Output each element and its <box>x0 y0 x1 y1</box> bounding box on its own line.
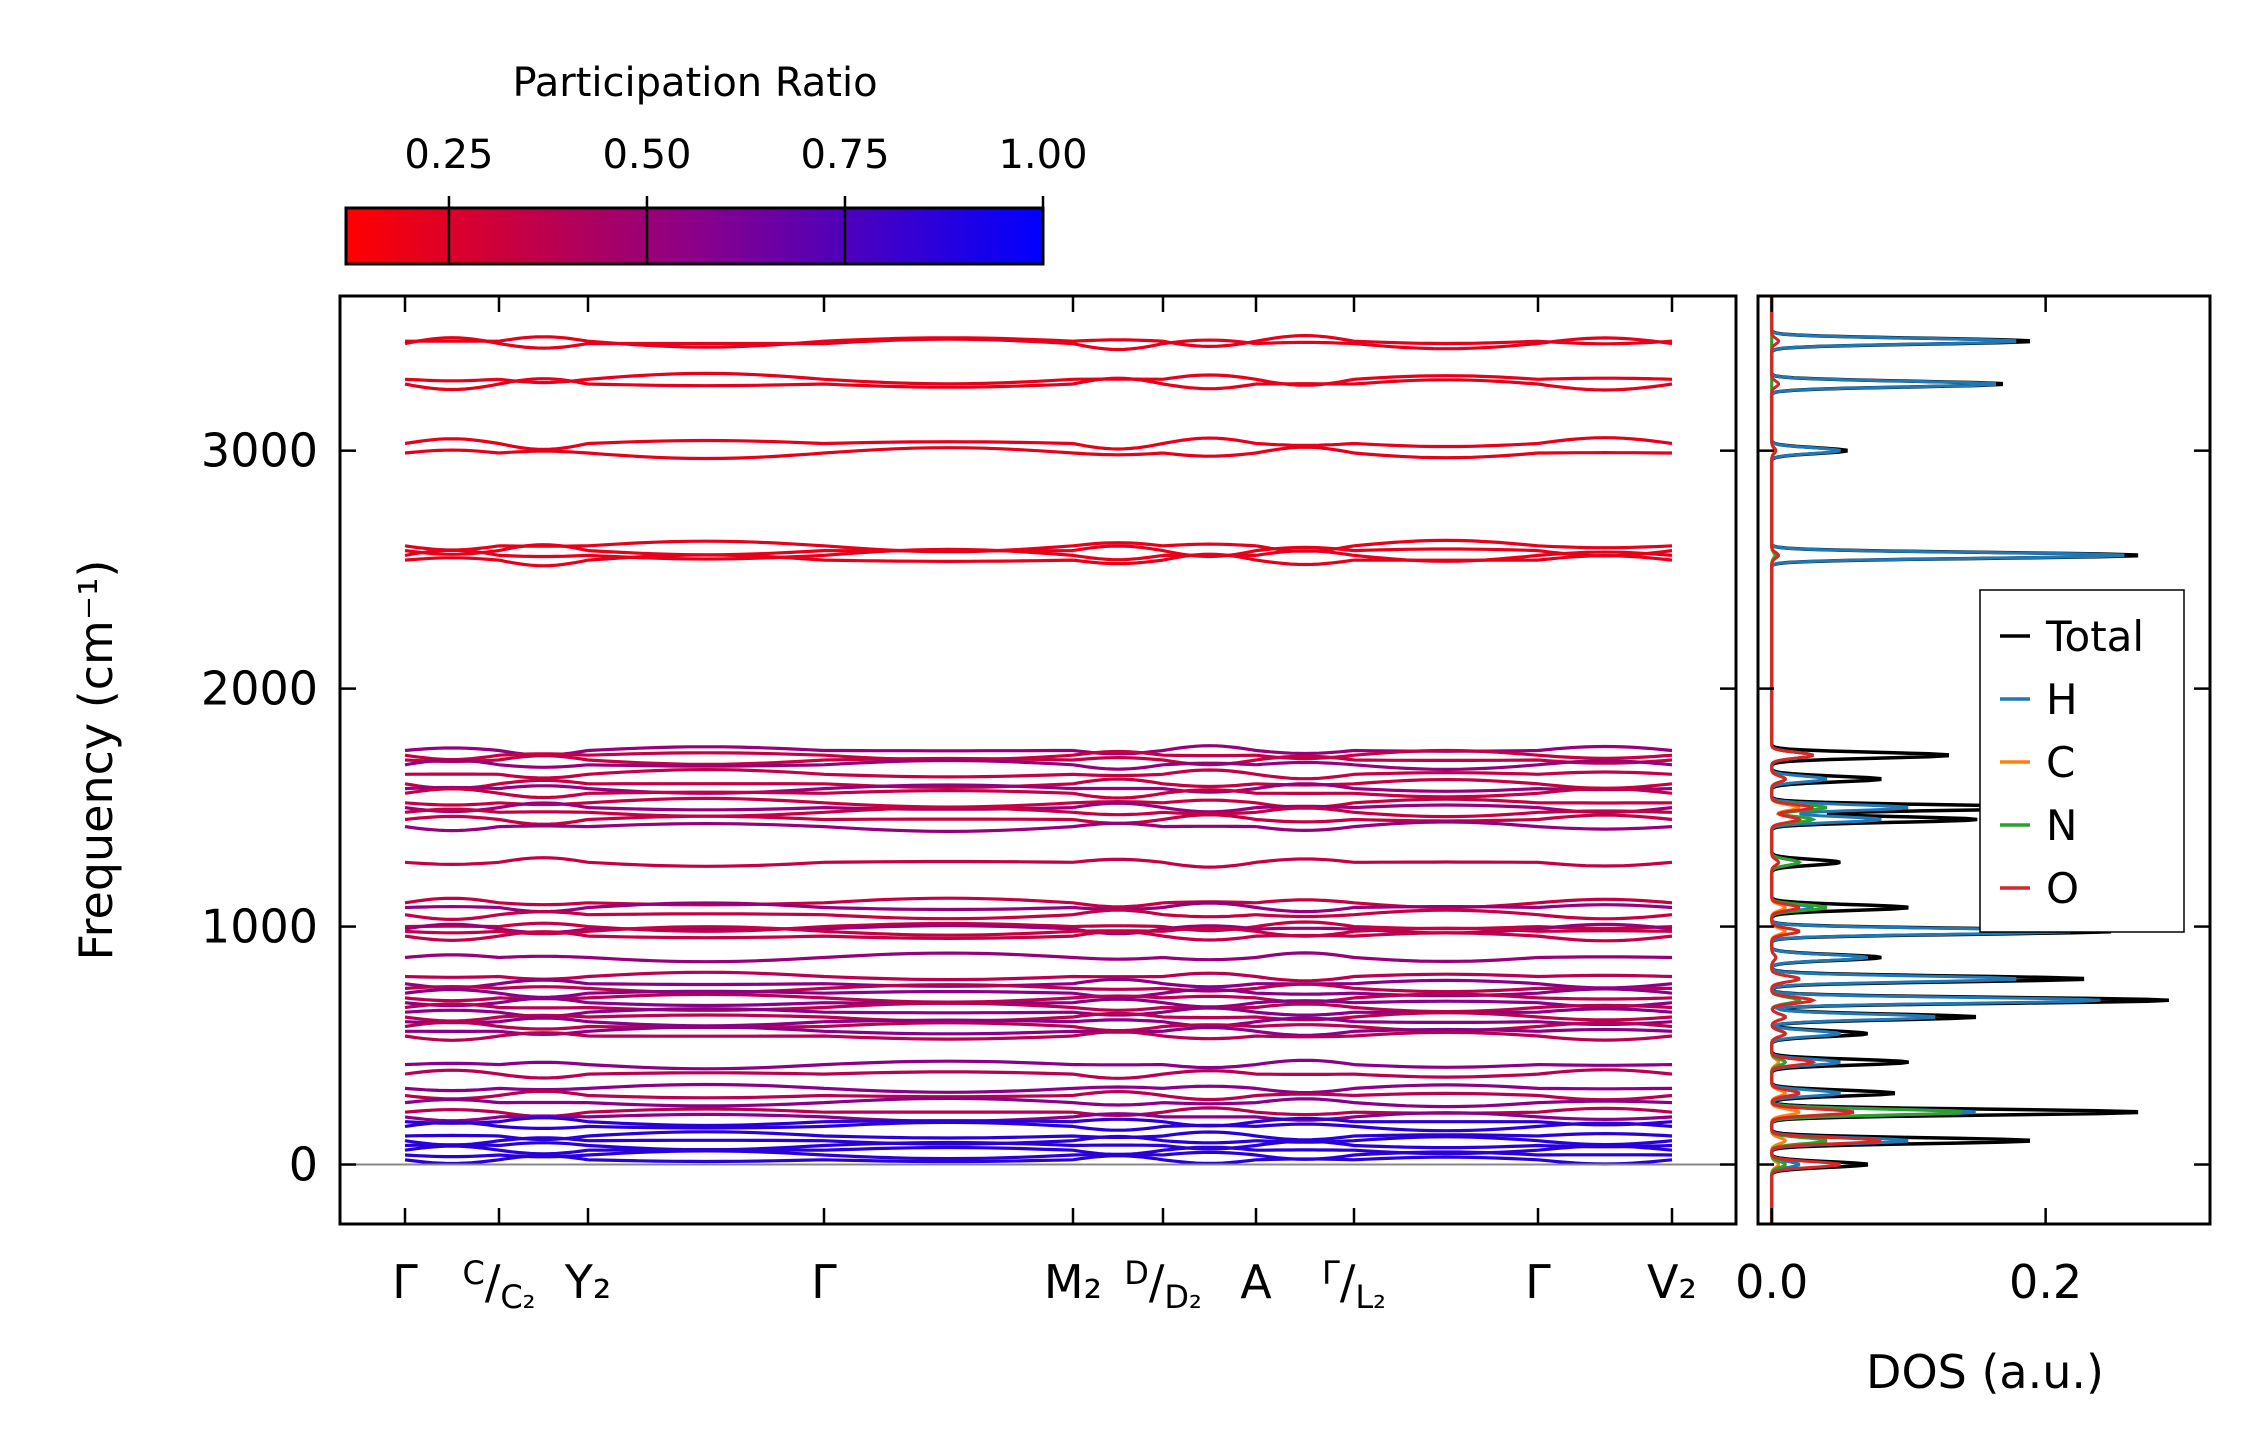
phonon-band <box>404 1030 1673 1042</box>
dos-y-axis <box>1758 449 2210 1166</box>
k-point-label: A <box>1240 1255 1272 1309</box>
y-tick-label: 1000 <box>201 900 318 954</box>
colorbar-tick-label: 1.00 <box>998 132 1087 178</box>
k-point-label: Γ <box>1525 1255 1551 1309</box>
band-x-axis: Γ C/C₂ Y₂ Γ M₂ D/D₂ A Γ/L₂ Γ V₂ <box>392 296 1697 1316</box>
phonon-band <box>404 1068 1673 1080</box>
k-point-label: Γ/L₂ <box>1322 1254 1386 1316</box>
y-tick-label: 2000 <box>201 662 318 716</box>
phonon-band <box>404 758 1673 772</box>
phonon-band <box>404 552 1673 568</box>
colorbar-ticks: 0.25 0.50 0.75 1.00 <box>404 132 1088 264</box>
k-point-label: V₂ <box>1647 1255 1697 1309</box>
colorbar-tick-label: 0.75 <box>800 132 889 178</box>
k-point-label: Y₂ <box>564 1255 612 1309</box>
phonon-band <box>404 1058 1673 1071</box>
phonon-band <box>404 1082 1673 1095</box>
band-y-axis: 0 1000 2000 3000 <box>201 424 1736 1192</box>
phonon-band <box>404 908 1673 922</box>
phonon-band <box>404 929 1673 943</box>
phonon-band <box>404 436 1673 452</box>
phonon-band <box>404 1089 1673 1102</box>
colorbar-title: Participation Ratio <box>512 60 877 106</box>
y-tick-label: 3000 <box>201 424 318 478</box>
band-plot-frame <box>338 294 1738 1226</box>
colorbar: Participation Ratio 0.25 0.50 0.75 1.00 <box>344 60 1088 266</box>
phonon-band <box>404 1096 1673 1109</box>
legend-label-c: C <box>2046 738 2075 787</box>
dos-curve-o <box>1770 296 1882 1224</box>
y-tick-label: 0 <box>289 1138 318 1192</box>
legend-label-h: H <box>2046 675 2078 724</box>
legend-label-total: Total <box>2045 612 2144 661</box>
dos-x-axis-label: DOS (a.u.) <box>1866 1345 2104 1399</box>
phonon-band <box>404 786 1673 800</box>
dos-x-axis: 0.0 0.2 <box>1735 296 2082 1309</box>
legend-label-o: O <box>2046 864 2079 913</box>
dos-x-tick-label: 0.0 <box>1735 1255 1808 1309</box>
k-point-label: Γ <box>811 1255 837 1309</box>
k-point-label: D/D₂ <box>1124 1254 1202 1316</box>
phonon-band <box>404 856 1673 869</box>
phonon-band <box>404 1120 1673 1133</box>
dos-x-tick-label: 0.2 <box>2009 1255 2082 1309</box>
phonon-band <box>404 951 1673 964</box>
k-point-label: C/C₂ <box>462 1254 535 1316</box>
colorbar-tick-label: 0.50 <box>602 132 691 178</box>
colorbar-tick-label: 0.25 <box>404 132 493 178</box>
phonon-band <box>404 376 1673 392</box>
k-point-label: M₂ <box>1044 1255 1102 1309</box>
phonon-band <box>404 820 1673 834</box>
band-lines <box>404 333 1673 1166</box>
k-point-label: Γ <box>392 1255 418 1309</box>
legend-label-n: N <box>2046 801 2077 850</box>
band-y-axis-label: Frequency (cm⁻¹) <box>69 560 123 961</box>
band-structure-panel: 0 1000 2000 3000 Γ C/C₂ Y₂ Γ M₂ D/D₂ A Γ/L₂ Γ V₂ Fre… <box>69 294 1738 1316</box>
dos-plot-frame <box>1756 294 2212 1226</box>
phonon-band <box>404 445 1672 461</box>
dos-curves <box>1769 296 2169 1224</box>
phonon-band <box>404 767 1673 781</box>
phonon-band <box>404 336 1673 352</box>
colorbar-gradient <box>344 206 1045 266</box>
